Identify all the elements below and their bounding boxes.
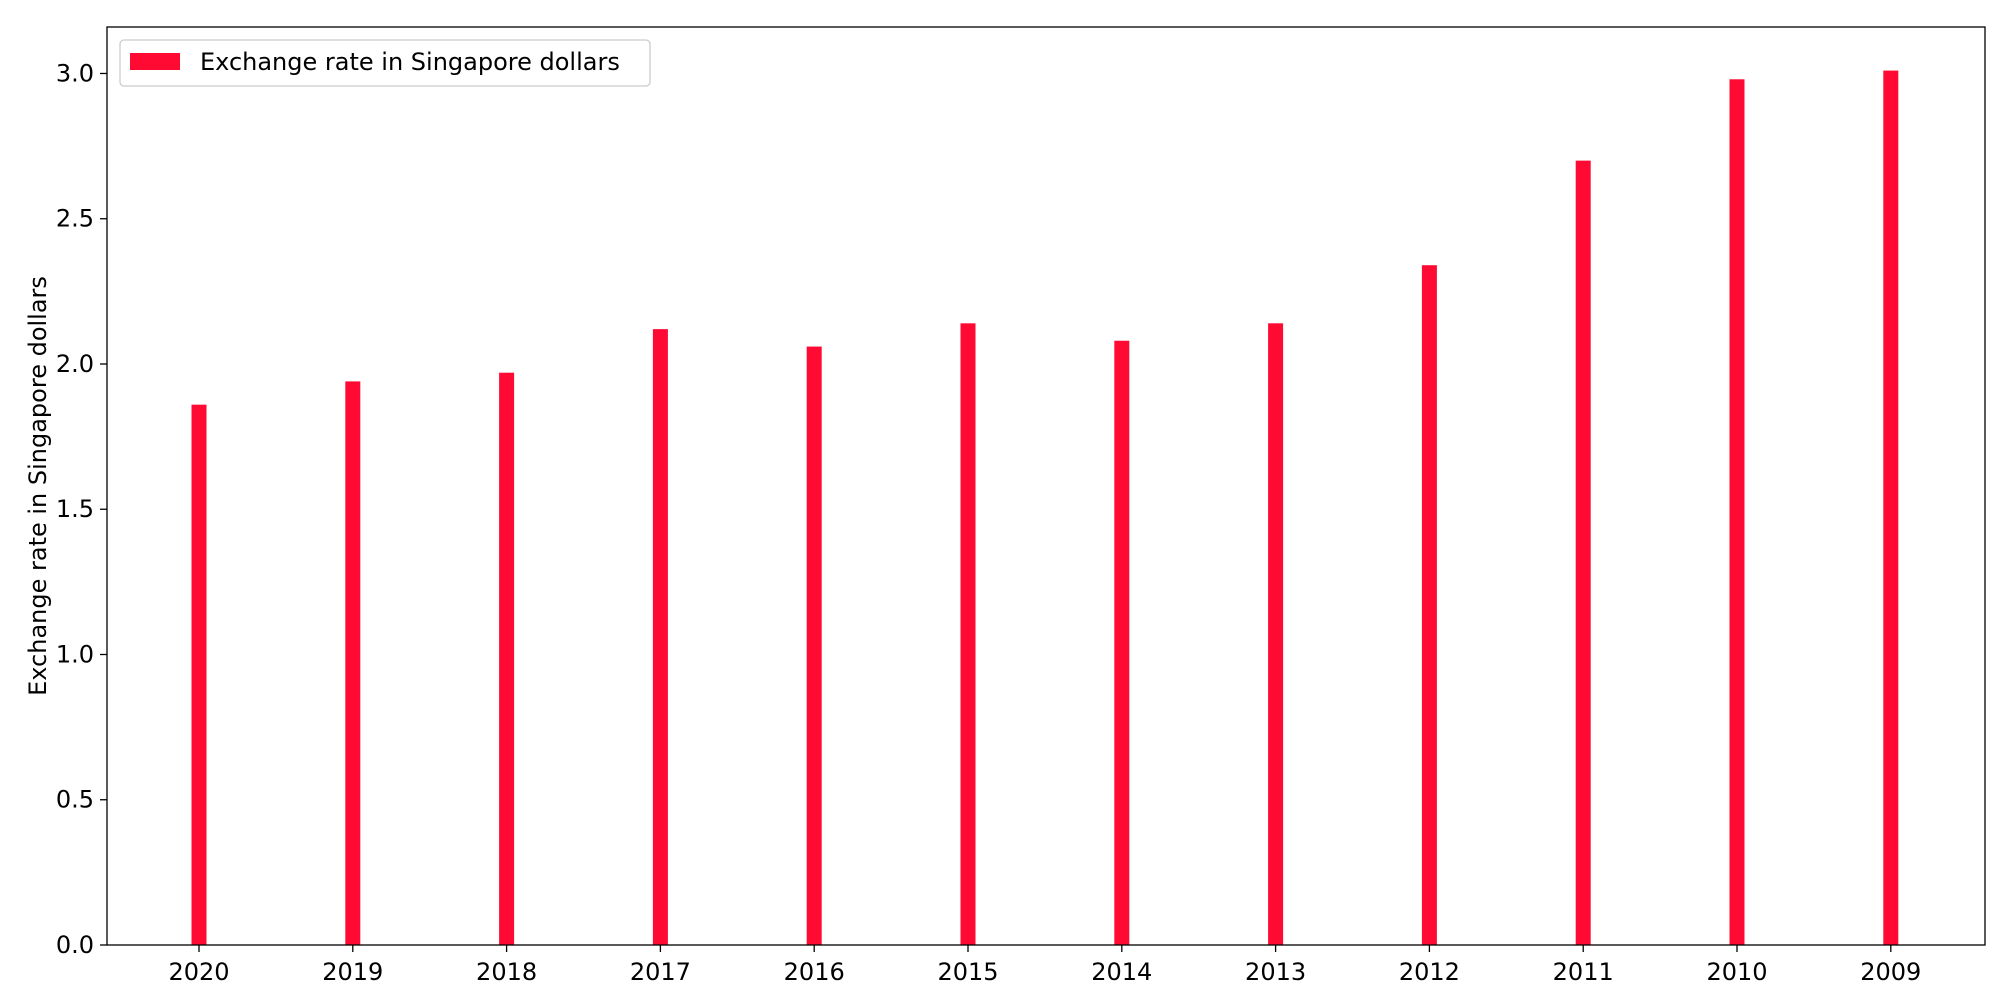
bar-2011 [1575,160,1591,945]
bar-2017 [652,329,668,945]
bars-layer [191,70,1899,946]
bar-2013 [1268,323,1284,945]
x-tick-label: 2016 [784,958,845,986]
plot-background [107,27,1985,945]
y-tick-label: 2.5 [56,205,94,233]
x-tick-label: 2010 [1706,958,1767,986]
bar-2012 [1421,265,1437,945]
x-tick-label: 2012 [1399,958,1460,986]
legend-box [119,39,651,87]
bar-2020 [191,404,207,946]
bar-2010 [1729,79,1745,945]
x-axis-ticks: 2020 2019 2018 2017 2016 2015 2014 2013 2012 2011… [168,945,1921,986]
bar-2019 [345,381,361,945]
y-axis-ticks: 0.0 0.5 1.0 1.5 2.0 2.5 3.0 [56,59,107,959]
y-tick-label: 2.0 [56,350,94,378]
y-tick-label: 0.0 [56,931,94,959]
bar-2016 [806,346,822,945]
bar-2009 [1883,70,1899,946]
y-axis-label: Exchange rate in Singapore dollars [24,276,52,696]
x-tick-label: 2017 [630,958,691,986]
x-tick-label: 2018 [476,958,537,986]
x-tick-label: 2014 [1091,958,1152,986]
bar-2015 [960,323,976,945]
y-tick-label: 0.5 [56,786,94,814]
bar-2014 [1114,340,1130,945]
plot-frame [106,26,1986,946]
legend-label: Exchange rate in Singapore dollars [200,48,620,76]
x-tick-label: 2020 [168,958,229,986]
x-tick-label: 2011 [1553,958,1614,986]
x-tick-label: 2009 [1860,958,1921,986]
x-tick-label: 2019 [322,958,383,986]
y-tick-label: 1.5 [56,495,94,523]
y-tick-label: 3.0 [56,59,94,87]
x-tick-label: 2015 [937,958,998,986]
legend: Exchange rate in Singapore dollars [119,39,651,87]
legend-swatch [130,53,180,70]
bar-2018 [499,372,515,946]
y-tick-label: 1.0 [56,640,94,668]
x-tick-label: 2013 [1245,958,1306,986]
